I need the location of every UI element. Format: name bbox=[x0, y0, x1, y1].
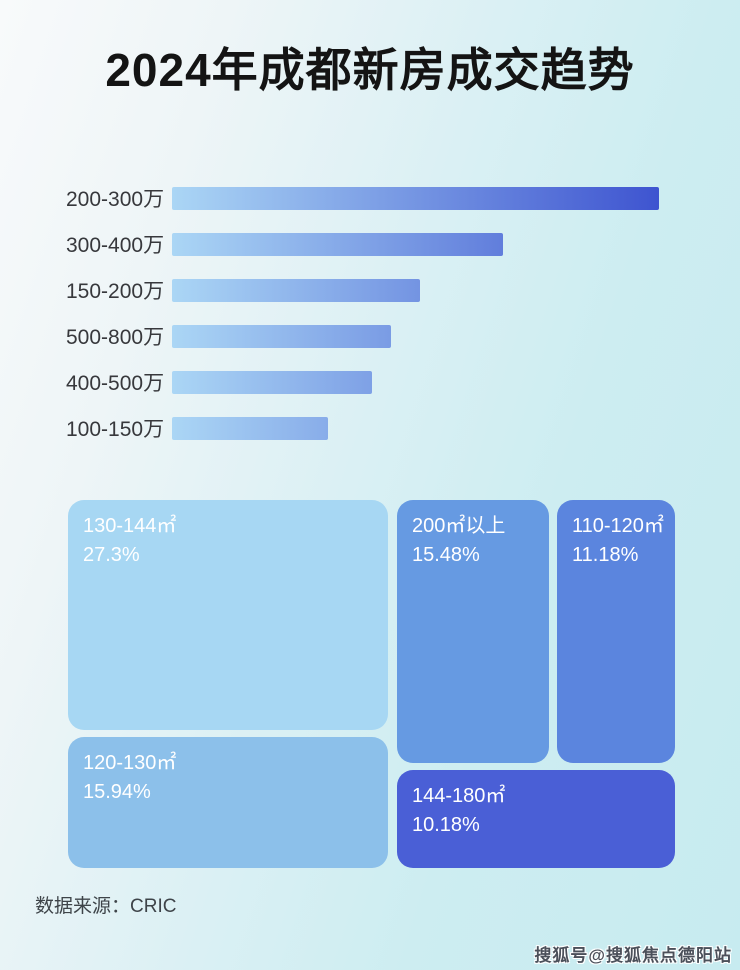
bar-row: 150-200万 bbox=[66, 267, 686, 313]
bar-row: 300-400万 bbox=[66, 221, 686, 267]
block-percent: 10.18% bbox=[412, 814, 480, 836]
bar-label: 400-500万 bbox=[66, 372, 165, 395]
bar-row: 500-800万 bbox=[66, 313, 686, 359]
bar-label: 300-400万 bbox=[66, 234, 165, 257]
block-percent: 15.48% bbox=[412, 544, 480, 566]
data-source-label: 数据来源：CRIC bbox=[35, 896, 177, 917]
bar-row: 400-500万 bbox=[66, 359, 686, 405]
treemap-block-120-130: 120-130㎡ 15.94% bbox=[68, 737, 388, 868]
area-size-treemap: 130-144㎡ 27.3% 120-130㎡ 15.94% 200㎡以上 15… bbox=[68, 500, 675, 868]
bar-200-300 bbox=[172, 186, 659, 210]
bar-label: 150-200万 bbox=[66, 280, 165, 303]
price-band-bar-chart: 200-300万 300-400万 150-200万 500-800万 400-… bbox=[66, 175, 686, 451]
block-label: 144-180㎡ bbox=[412, 785, 506, 807]
bar-400-500 bbox=[172, 370, 372, 394]
bar-label: 100-150万 bbox=[66, 418, 165, 441]
bar-100-150 bbox=[172, 416, 328, 440]
treemap-block-110-120: 110-120㎡ 11.18% bbox=[557, 500, 675, 763]
bar-row: 200-300万 bbox=[66, 175, 686, 221]
block-percent: 15.94% bbox=[83, 781, 151, 803]
bar-row: 100-150万 bbox=[66, 405, 686, 451]
block-percent: 11.18% bbox=[572, 544, 639, 566]
page-title: 2024年成都新房成交趋势 bbox=[105, 44, 635, 96]
watermark: 搜狐号@搜狐焦点德阳站 bbox=[534, 946, 732, 965]
bar-label: 200-300万 bbox=[66, 188, 165, 211]
bar-150-200 bbox=[172, 278, 420, 302]
block-label: 130-144㎡ bbox=[83, 515, 177, 537]
bar-300-400 bbox=[172, 232, 503, 256]
block-label: 120-130㎡ bbox=[83, 752, 177, 774]
treemap-block-144-180: 144-180㎡ 10.18% bbox=[397, 770, 675, 868]
bar-500-800 bbox=[172, 324, 391, 348]
block-label: 110-120㎡ bbox=[572, 515, 664, 537]
block-percent: 27.3% bbox=[83, 544, 140, 566]
bar-label: 500-800万 bbox=[66, 326, 165, 349]
treemap-block-200-plus: 200㎡以上 15.48% bbox=[397, 500, 549, 763]
treemap-block-130-144: 130-144㎡ 27.3% bbox=[68, 500, 388, 730]
block-label: 200㎡以上 bbox=[412, 515, 506, 537]
